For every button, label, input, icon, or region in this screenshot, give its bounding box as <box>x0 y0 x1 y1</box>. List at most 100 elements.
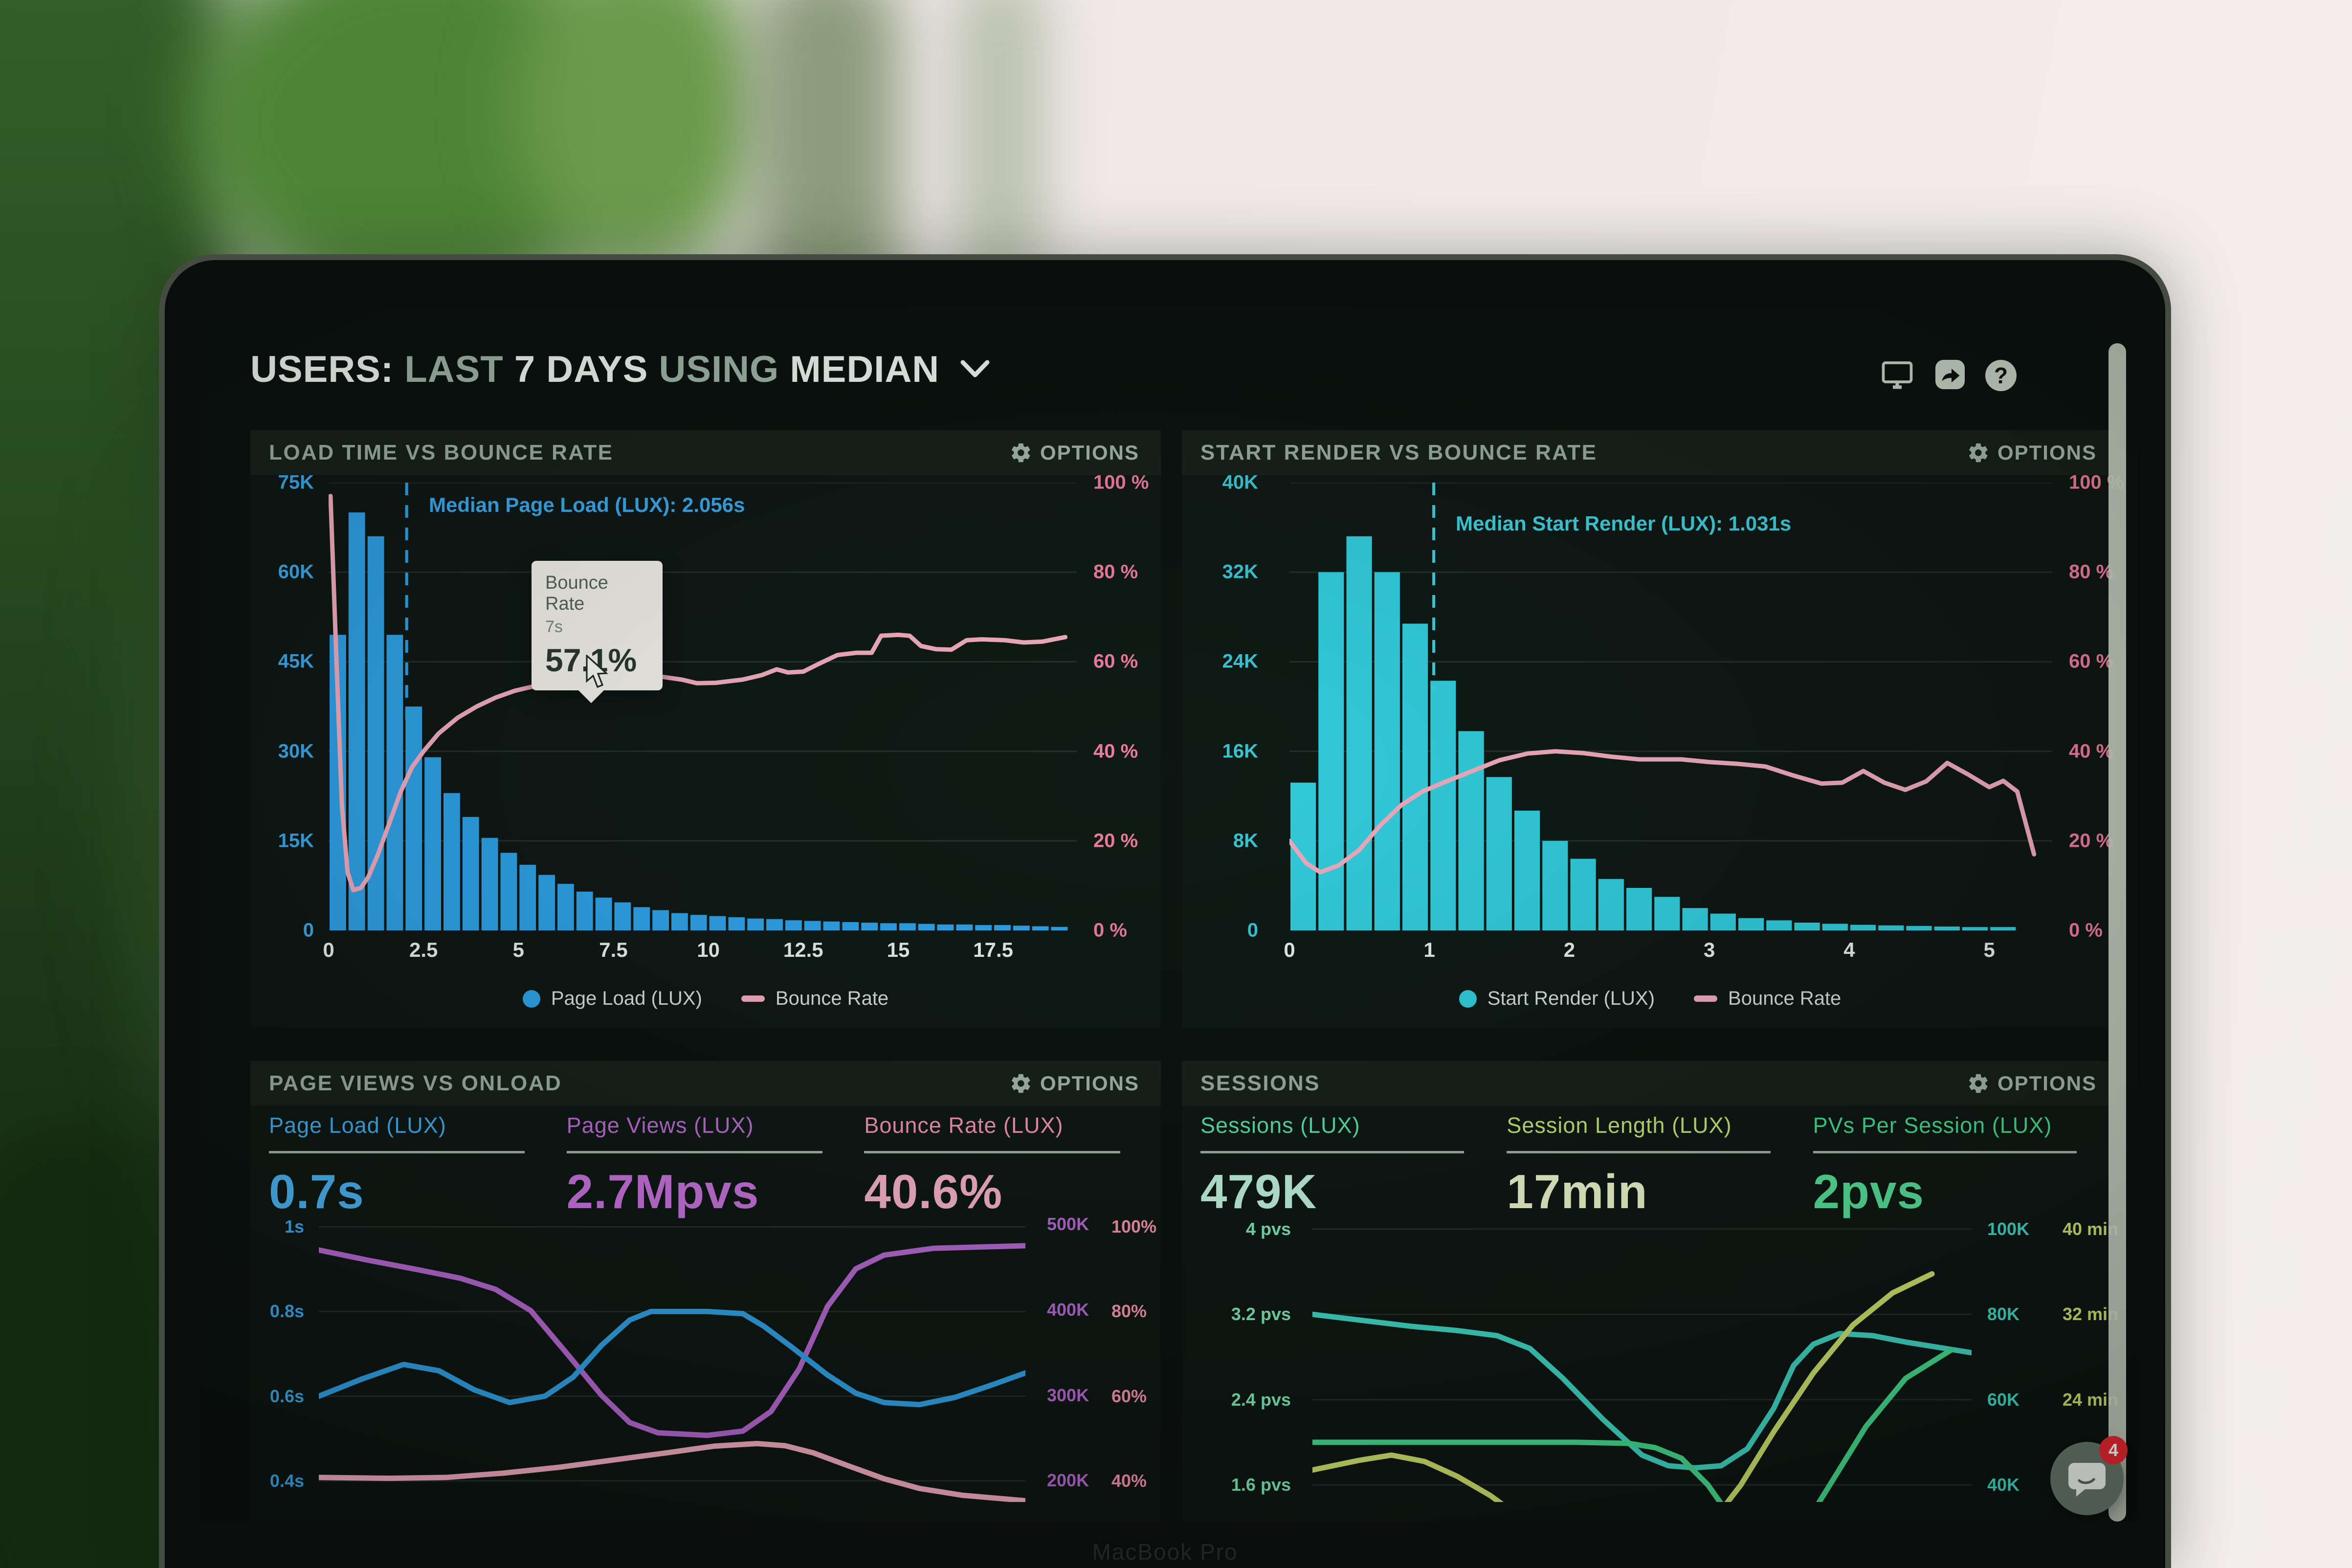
users-median-dropdown[interactable]: USERS: LAST 7 DAYS USING MEDIAN <box>250 348 990 391</box>
options-label: OPTIONS <box>1997 441 2097 464</box>
y-axis-left: 75K 60K 45K 30K 15K 0 <box>278 471 314 941</box>
y-axis-right: 100 % 80 % 60 % 40 % 20 % 0 % <box>2069 471 2125 941</box>
metric-page-load: Page Load (LUX) 0.7s <box>269 1113 547 1219</box>
panel-load-time-header: LOAD TIME VS BOUNCE RATE OPTIONS <box>250 430 1161 475</box>
tooltip-subtitle: 7s <box>545 618 563 636</box>
legend-dot <box>522 990 540 1008</box>
legend: Start Render (LUX) Bounce Rate <box>1182 988 2118 1010</box>
display-icon[interactable] <box>1880 357 1915 392</box>
legend-label: Bounce Rate <box>1728 988 1842 1009</box>
header-icons: ? <box>1880 357 2020 392</box>
scrollbar[interactable] <box>2108 343 2126 1522</box>
gear-icon <box>1969 443 1988 463</box>
median-page-load-label: Median Page Load (LUX): 2.056s <box>429 493 745 516</box>
metric-sessions: Sessions (LUX) 479K <box>1200 1113 1487 1219</box>
metric-underline <box>269 1151 525 1153</box>
y-axis-left: 4 pvs 3.2 pvs 2.4 pvs 1.6 pvs <box>1231 1218 1291 1495</box>
legend-dash <box>741 995 765 1002</box>
title-last: LAST <box>404 349 504 390</box>
chat-launcher-button[interactable]: 4 <box>2050 1436 2128 1515</box>
panel-title: START RENDER VS BOUNCE RATE <box>1200 441 1598 464</box>
median-start-render-label: Median Start Render (LUX): 1.031s <box>1456 512 1792 535</box>
metric-label: Sessions (LUX) <box>1200 1113 1360 1138</box>
start-render-chart-svg <box>1289 483 2052 930</box>
sessions-chart[interactable]: 4 pvs 3.2 pvs 2.4 pvs 1.6 pvs 100K 80K 60K 40K… <box>1231 1218 2118 1502</box>
panel-page-views-header: PAGE VIEWS VS ONLOAD OPTIONS <box>250 1061 1161 1106</box>
gear-icon <box>1012 1074 1030 1093</box>
metric-value: 479K <box>1200 1165 1317 1218</box>
sessions-chart-svg <box>1312 1228 1972 1502</box>
legend: Page Load (LUX) Bounce Rate <box>250 988 1161 1010</box>
metric-label: Page Load (LUX) <box>269 1113 446 1138</box>
metric-label: Bounce Rate (LUX) <box>864 1113 1064 1138</box>
panel-load-time: LOAD TIME VS BOUNCE RATE OPTIONS 75K 60K 4… <box>250 430 1161 1028</box>
legend-label: Page Load (LUX) <box>551 988 702 1009</box>
macbook-pro-label: MacBook Pro <box>1092 1539 1238 1565</box>
legend-bounce-rate[interactable]: Bounce Rate <box>1694 988 1841 1010</box>
legend-bounce-rate[interactable]: Bounce Rate <box>741 988 888 1010</box>
legend-label: Bounce Rate <box>775 988 889 1009</box>
load-time-chart[interactable]: 75K 60K 45K 30K 15K 0 100 % 80 % 60 % 40 % 20 % 0 … <box>278 472 1149 962</box>
panel-title: LOAD TIME VS BOUNCE RATE <box>269 441 614 464</box>
metric-session-length: Session Length (LUX) 17min <box>1507 1113 1793 1219</box>
title-using: USING <box>659 349 779 390</box>
panel-page-views: PAGE VIEWS VS ONLOAD OPTIONS Page Load (… <box>250 1061 1161 1522</box>
panel-start-render: START RENDER VS BOUNCE RATE OPTIONS 40K 3… <box>1182 430 2125 1028</box>
metric-label: PVs Per Session (LUX) <box>1813 1113 2052 1138</box>
title-users: USERS: <box>250 349 394 390</box>
start-render-chart[interactable]: 40K 32K 24K 16K 8K 0 100 % 80 % 60 % 40 % 20 % 0 %… <box>1222 472 2125 962</box>
options-button[interactable]: OPTIONS <box>1007 1071 1142 1096</box>
y-axis-right-pageviews: 500K 400K 300K 200K <box>1047 1214 1089 1491</box>
metric-bounce-rate: Bounce Rate (LUX) 40.6% <box>864 1113 1142 1219</box>
load-time-chart-svg <box>329 483 1077 930</box>
mouse-cursor <box>586 655 608 688</box>
legend-start-render[interactable]: Start Render (LUX) <box>1459 988 1655 1010</box>
metric-value: 2pvs <box>1813 1165 1925 1218</box>
chat-unread-badge: 4 <box>2099 1436 2128 1464</box>
options-label: OPTIONS <box>1997 1072 2097 1095</box>
metric-value: 17min <box>1507 1165 1648 1218</box>
options-button[interactable]: OPTIONS <box>1964 441 2100 465</box>
metric-value: 0.7s <box>269 1165 364 1218</box>
panel-sessions-header: SESSIONS OPTIONS <box>1182 1061 2118 1106</box>
metric-label: Page Views (LUX) <box>566 1113 754 1138</box>
legend-dash <box>1694 995 1718 1002</box>
dashboard-header: USERS: LAST 7 DAYS USING MEDIAN ? <box>250 348 2099 412</box>
page-views-metrics: Page Load (LUX) 0.7s Page Views (LUX) 2.… <box>250 1106 1161 1219</box>
panel-title: SESSIONS <box>1200 1071 1320 1095</box>
panel-title: PAGE VIEWS VS ONLOAD <box>269 1071 562 1095</box>
metric-page-views: Page Views (LUX) 2.7Mpvs <box>566 1113 845 1219</box>
options-label: OPTIONS <box>1040 441 1139 464</box>
plant-blur-top <box>513 0 768 274</box>
options-label: OPTIONS <box>1040 1072 1139 1095</box>
chat-bubble-icon <box>2068 1462 2106 1497</box>
bounce-rate-tooltip: Bounce Rate 7s 57.1% <box>532 561 663 703</box>
help-icon[interactable]: ? <box>1985 357 2020 392</box>
options-button[interactable]: OPTIONS <box>1964 1071 2100 1096</box>
legend-label: Start Render (LUX) <box>1487 988 1655 1009</box>
window-blur-streak-2 <box>954 0 1046 293</box>
x-axis: 0 2.5 5 7.5 10 12.5 15 17.5 <box>323 938 1013 961</box>
y-axis-left: 1s 0.8s 0.6s 0.4s <box>269 1216 304 1491</box>
gear-icon <box>1012 443 1030 463</box>
legend-page-load[interactable]: Page Load (LUX) <box>522 988 702 1010</box>
options-button[interactable]: OPTIONS <box>1007 441 1142 465</box>
sessions-metrics: Sessions (LUX) 479K Session Length (LUX)… <box>1182 1106 2118 1219</box>
page-views-chart[interactable]: 1s 0.8s 0.6s 0.4s 500K 400K 300K 200K 100% 80% 6… <box>270 1214 1156 1502</box>
metric-underline <box>1200 1151 1464 1153</box>
metric-label: Session Length (LUX) <box>1507 1113 1732 1138</box>
legend-dot <box>1459 990 1477 1008</box>
metric-value: 2.7Mpvs <box>566 1165 759 1218</box>
metric-underline <box>1507 1151 1771 1153</box>
metric-underline <box>566 1151 822 1153</box>
metric-value: 40.6% <box>864 1165 1003 1218</box>
chevron-down-icon <box>960 360 990 377</box>
title-7days: 7 DAYS <box>514 349 648 390</box>
metric-pvs-per-session: PVs Per Session (LUX) 2pvs <box>1813 1113 2100 1219</box>
dashboard-screen: USERS: LAST 7 DAYS USING MEDIAN ? <box>199 307 2138 1522</box>
gear-icon <box>1969 1074 1988 1093</box>
page-views-chart-svg <box>319 1226 1025 1502</box>
share-icon[interactable] <box>1932 357 1968 392</box>
